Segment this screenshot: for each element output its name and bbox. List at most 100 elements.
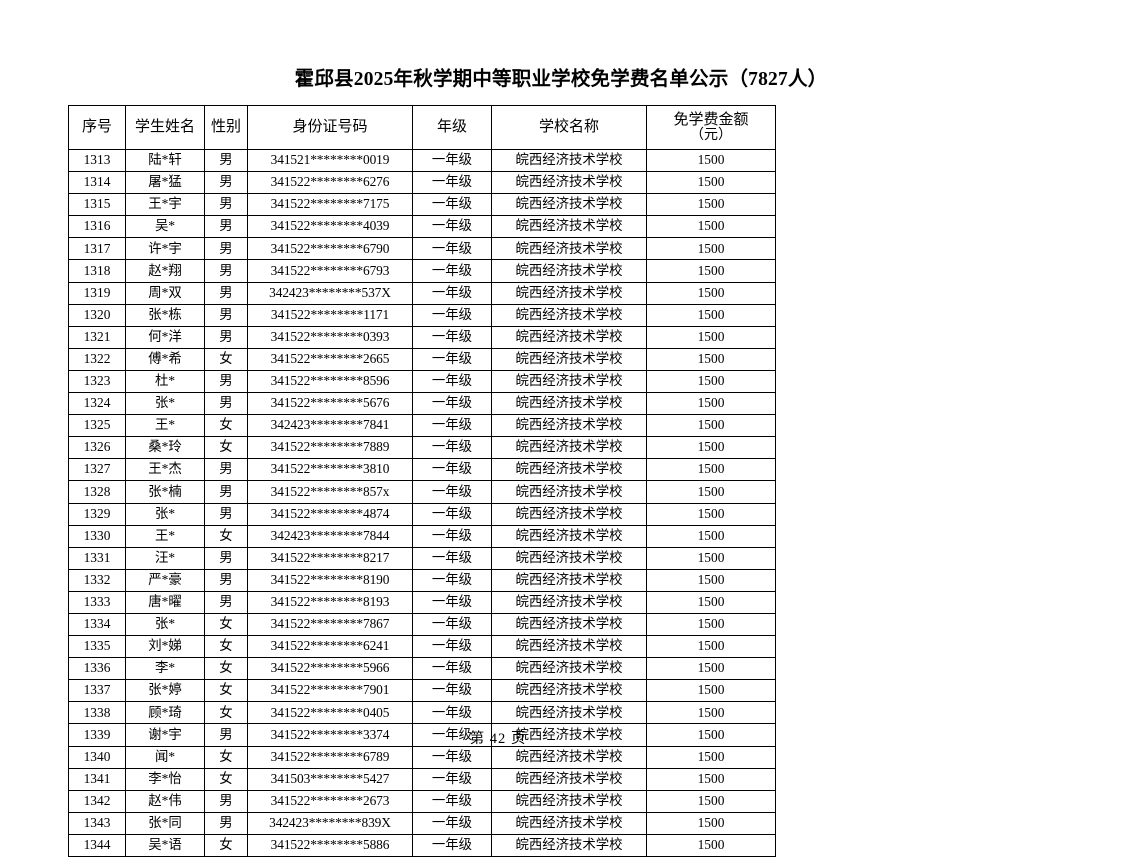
cell-grade: 一年级 xyxy=(412,193,492,217)
cell-student-name: 闻* xyxy=(125,745,205,769)
table-body: 1313 陆*轩男 341521********0019 一年级 皖西经济技术学校 150… xyxy=(68,148,776,857)
cell-sequence: 1316 xyxy=(68,215,126,239)
cell-sequence: 1331 xyxy=(68,546,126,570)
cell-exemption-amount: 1500 xyxy=(646,679,776,703)
cell-sequence: 1339 xyxy=(68,723,126,747)
table-row: 1334 张* 女 341522********7867 一年级 皖西经济技术学校 1500 xyxy=(68,612,776,637)
cell-grade: 一年级 xyxy=(412,590,492,614)
cell-school-name: 皖西经济技术学校 xyxy=(491,237,647,261)
table-row: 1343 张*同男 342423********839X 一年级 皖西经济技术学校 150… xyxy=(68,811,776,835)
page-title: 霍邱县2025年秋学期中等职业学校免学费名单公示（7827人） xyxy=(294,69,828,90)
cell-grade: 一年级 xyxy=(412,436,492,460)
cell-gender: 男 xyxy=(204,789,248,813)
cell-student-name: 张*婷 xyxy=(125,679,205,703)
cell-id-number: 341521********0019 xyxy=(247,148,413,173)
cell-sequence: 1323 xyxy=(68,369,126,394)
cell-student-name: 王* xyxy=(125,414,205,438)
cell-school-name: 皖西经济技术学校 xyxy=(491,767,647,791)
cell-grade: 一年级 xyxy=(412,369,492,394)
cell-exemption-amount: 1500 xyxy=(646,635,776,659)
cell-id-number: 341522********1171 xyxy=(247,303,413,327)
cell-exemption-amount: 1500 xyxy=(646,767,776,791)
cell-id-number: 341522********3374 xyxy=(247,723,413,747)
cell-grade: 一年级 xyxy=(412,414,492,438)
cell-sequence: 1321 xyxy=(68,325,126,349)
cell-school-name: 皖西经济技术学校 xyxy=(491,392,647,416)
table-row: 1330 王* 女 342423********7844 一年级 皖西经济技术学校 1500 xyxy=(68,524,776,548)
cell-sequence: 1342 xyxy=(68,789,126,813)
cell-student-name: 王*杰 xyxy=(125,458,205,482)
cell-id-number: 341522********4874 xyxy=(247,502,413,526)
cell-sequence: 1335 xyxy=(68,635,126,659)
cell-student-name: 张* xyxy=(125,392,205,416)
cell-sequence: 1343 xyxy=(68,811,126,835)
cell-school-name: 皖西经济技术学校 xyxy=(491,701,647,725)
cell-grade: 一年级 xyxy=(412,392,492,416)
cell-school-name: 皖西经济技术学校 xyxy=(491,612,647,637)
cell-gender: 男 xyxy=(204,215,248,239)
page-number-label: 第 42 页 xyxy=(469,731,527,747)
cell-grade: 一年级 xyxy=(412,347,492,371)
cell-grade: 一年级 xyxy=(412,723,492,747)
table-row: 1336 李* 女 341522********5966 一年级 皖西经济技术学校 1500 xyxy=(68,657,776,681)
cell-exemption-amount: 1500 xyxy=(646,524,776,548)
table-row: 1314 屠*猛男 341522********6276 一年级 皖西经济技术学校 150… xyxy=(68,171,776,195)
cell-student-name: 王*宇 xyxy=(125,193,205,217)
cell-exemption-amount: 1500 xyxy=(646,657,776,681)
cell-school-name: 皖西经济技术学校 xyxy=(491,657,647,681)
cell-school-name: 皖西经济技术学校 xyxy=(491,480,647,504)
cell-school-name: 皖西经济技术学校 xyxy=(491,259,647,283)
cell-grade: 一年级 xyxy=(412,524,492,548)
cell-school-name: 皖西经济技术学校 xyxy=(491,171,647,195)
cell-id-number: 341522********5886 xyxy=(247,833,413,857)
cell-exemption-amount: 1500 xyxy=(646,193,776,217)
cell-grade: 一年级 xyxy=(412,657,492,681)
cell-gender: 女 xyxy=(204,414,248,438)
cell-id-number: 341522********857x xyxy=(247,480,413,504)
cell-sequence: 1318 xyxy=(68,259,126,283)
cell-school-name: 皖西经济技术学校 xyxy=(491,414,647,438)
cell-sequence: 1336 xyxy=(68,657,126,681)
cell-gender: 男 xyxy=(204,259,248,283)
cell-sequence: 1334 xyxy=(68,612,126,637)
cell-id-number: 342423********537X xyxy=(247,281,413,305)
cell-exemption-amount: 1500 xyxy=(646,215,776,239)
cell-school-name: 皖西经济技术学校 xyxy=(491,193,647,217)
cell-id-number: 341522********7175 xyxy=(247,193,413,217)
cell-school-name: 皖西经济技术学校 xyxy=(491,811,647,835)
cell-exemption-amount: 1500 xyxy=(646,833,776,857)
cell-id-number: 342423********7844 xyxy=(247,524,413,548)
cell-sequence: 1322 xyxy=(68,347,126,371)
cell-grade: 一年级 xyxy=(412,458,492,482)
cell-student-name: 严*豪 xyxy=(125,568,205,592)
cell-exemption-amount: 1500 xyxy=(646,590,776,614)
cell-grade: 一年级 xyxy=(412,568,492,592)
cell-id-number: 341522********8190 xyxy=(247,568,413,592)
table-row: 1328 张*楠男 341522********857x 一年级 皖西经济技术学校 150… xyxy=(68,480,776,504)
cell-id-number: 341522********2673 xyxy=(247,789,413,813)
cell-id-number: 341522********2665 xyxy=(247,347,413,371)
cell-student-name: 李* xyxy=(125,657,205,681)
cell-exemption-amount: 1500 xyxy=(646,148,776,173)
cell-exemption-amount: 1500 xyxy=(646,171,776,195)
cell-gender: 男 xyxy=(204,193,248,217)
column-header-id-number: 身份证号码 xyxy=(247,105,413,150)
cell-school-name: 皖西经济技术学校 xyxy=(491,215,647,239)
cell-gender: 女 xyxy=(204,833,248,857)
cell-sequence: 1317 xyxy=(68,237,126,261)
cell-student-name: 吴*语 xyxy=(125,833,205,857)
column-header-grade: 年级 xyxy=(412,105,492,150)
cell-student-name: 汪* xyxy=(125,546,205,570)
cell-grade: 一年级 xyxy=(412,148,492,173)
cell-school-name: 皖西经济技术学校 xyxy=(491,833,647,857)
cell-grade: 一年级 xyxy=(412,281,492,305)
table-row: 1316 吴* 男 341522********4039 一年级 皖西经济技术学校 1500 xyxy=(68,215,776,239)
table-row: 1322 傅*希女 341522********2665 一年级 皖西经济技术学校 150… xyxy=(68,347,776,371)
table-row: 1329 张* 男 341522********4874 一年级 皖西经济技术学校 1500 xyxy=(68,502,776,526)
cell-exemption-amount: 1500 xyxy=(646,347,776,371)
cell-id-number: 341522********0393 xyxy=(247,325,413,349)
cell-exemption-amount: 1500 xyxy=(646,281,776,305)
cell-gender: 男 xyxy=(204,811,248,835)
cell-school-name: 皖西经济技术学校 xyxy=(491,723,647,747)
cell-exemption-amount: 1500 xyxy=(646,303,776,327)
